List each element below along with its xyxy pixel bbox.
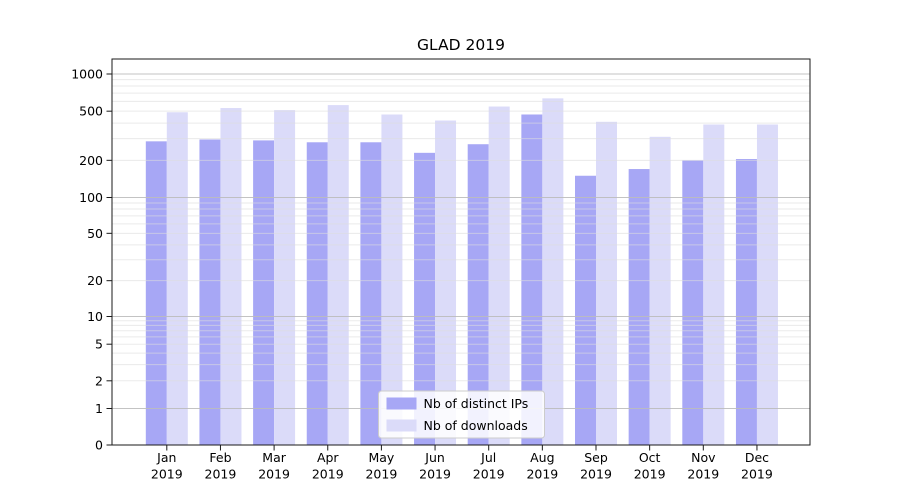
- x-tick-label-oct: Oct 2019: [634, 450, 666, 482]
- bar-jul-downloads: [488, 106, 510, 446]
- x-tick-label-jun: Jun 2019: [419, 450, 451, 482]
- x-tick-label-apr: Apr 2019: [312, 450, 344, 482]
- y-tick-label-0: 0: [95, 438, 103, 453]
- bar-mar-distinct-ips: [253, 140, 275, 445]
- bar-apr-downloads: [327, 105, 349, 445]
- bar-nov-downloads: [703, 124, 725, 445]
- bar-dec-distinct-ips: [735, 158, 757, 445]
- y-tick-label-200: 200: [79, 153, 103, 168]
- legend-label-distinct-ips: Nb of distinct IPs: [424, 396, 529, 411]
- y-tick-label-20: 20: [87, 273, 103, 288]
- axes-layer: 0 1 2 5 10 20 50 100 200 500 1000 Jan 2019 Feb 2019 Mar…: [71, 58, 811, 482]
- chart-title: GLAD 2019: [417, 36, 505, 54]
- legend-label-downloads: Nb of downloads: [424, 418, 528, 433]
- x-tick-label-jan: Jan 2019: [151, 450, 183, 482]
- bar-sep-downloads: [596, 121, 617, 445]
- y-tick-label-2: 2: [95, 373, 103, 388]
- bar-dec-downloads: [756, 124, 778, 445]
- bar-jul-distinct-ips: [467, 144, 489, 446]
- gridlines-layer: [112, 73, 810, 409]
- y-tick-label-100: 100: [79, 190, 103, 205]
- plot-border: [111, 58, 811, 446]
- legend-swatch-downloads: [386, 419, 417, 432]
- x-tick-label-jul: Jul 2019: [473, 450, 505, 482]
- x-tick-label-mar: Mar 2019: [258, 450, 290, 482]
- bar-jan-distinct-ips: [145, 141, 167, 445]
- x-tick-label-sep: Sep 2019: [580, 450, 612, 482]
- bar-oct-downloads: [649, 136, 671, 445]
- bar-jan-downloads: [166, 112, 188, 446]
- bar-oct-distinct-ips: [628, 169, 650, 445]
- bar-may-distinct-ips: [360, 142, 382, 445]
- legend-swatch-distinct-ips: [386, 397, 417, 410]
- bar-nov-distinct-ips: [682, 160, 704, 445]
- y-tick-label-5: 5: [95, 337, 103, 352]
- bar-apr-distinct-ips: [306, 142, 328, 445]
- legend: Nb of distinct IPs Nb of downloads: [378, 390, 545, 439]
- y-tick-label-500: 500: [79, 104, 103, 119]
- y-tick-label-1: 1: [95, 401, 103, 416]
- bar-sep-distinct-ips: [575, 175, 596, 445]
- y-tick-label-50: 50: [87, 226, 103, 241]
- x-tick-label-dec: Dec 2019: [741, 450, 773, 482]
- bars-layer: [145, 98, 778, 446]
- bar-jun-distinct-ips: [414, 152, 436, 446]
- x-tick-label-nov: Nov 2019: [687, 450, 719, 482]
- bar-mar-downloads: [274, 110, 296, 445]
- y-tick-label-10: 10: [87, 309, 103, 324]
- bar-feb-distinct-ips: [199, 139, 221, 445]
- x-tick-label-feb: Feb 2019: [205, 450, 237, 482]
- bar-aug-downloads: [542, 98, 564, 445]
- bar-feb-downloads: [220, 108, 242, 445]
- y-tick-label-1000: 1000: [71, 67, 103, 82]
- x-tick-label-aug: Aug 2019: [526, 450, 558, 482]
- x-tick-label-may: May 2019: [365, 450, 397, 482]
- bar-jun-downloads: [435, 120, 457, 445]
- legend-box: [378, 390, 545, 439]
